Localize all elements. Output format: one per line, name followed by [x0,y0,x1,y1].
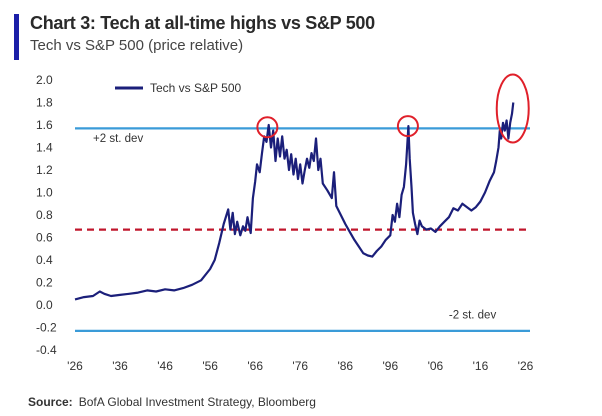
y-tick-label: 0.2 [36,276,53,290]
y-tick-label: 0.8 [36,208,53,222]
x-tick-label: '56 [202,359,218,373]
y-tick-label: -0.4 [36,343,57,357]
y-tick-label: -0.2 [36,321,57,335]
all-time-high-circle [396,115,419,138]
y-tick-label: 0.6 [36,231,53,245]
x-tick-label: '16 [473,359,489,373]
x-tick-label: '66 [247,359,263,373]
source-text: BofA Global Investment Strategy, Bloombe… [78,395,316,409]
x-tick-label: '76 [292,359,308,373]
x-tick-label: '26 [518,359,534,373]
annotation-label: +2 st. dev [93,133,143,145]
y-tick-label: 1.8 [36,96,53,110]
chart-area: 2.0 1.8 1.6 1.4 1.2 1.0 0.8 0.6 0.4 0.2 0.0 -0.2 -0.… [36,73,534,373]
chart-subtitle: Tech vs S&P 500 (price relative) [30,37,244,54]
all-time-high-circle [256,116,279,139]
x-tick-label: '46 [157,359,173,373]
title-accent-bar [14,14,19,60]
x-tick-label: '96 [383,359,399,373]
source-label: Source: [28,395,73,409]
y-tick-label: 0.4 [36,253,53,267]
x-tick-label: '26 [67,359,83,373]
x-tick-label: '06 [428,359,444,373]
legend-label: Tech vs S&P 500 [150,81,241,95]
y-tick-label: 1.2 [36,163,53,177]
y-tick-label: 1.4 [36,141,53,155]
chart-title: Chart 3: Tech at all-time highs vs S&P 5… [30,13,375,33]
series-line-tech-vs-sp500 [74,102,515,301]
y-tick-label: 2.0 [36,73,53,87]
x-tick-label: '86 [337,359,353,373]
x-tick-label: '36 [112,359,128,373]
y-tick-label: 0.0 [36,298,53,312]
source-note: Source: BofA Global Investment Strategy, … [28,395,316,409]
y-tick-label: 1.6 [36,118,53,132]
y-tick-label: 1.0 [36,186,53,200]
all-time-high-circle [495,73,530,144]
annotation-label: -2 st. dev [449,310,497,322]
